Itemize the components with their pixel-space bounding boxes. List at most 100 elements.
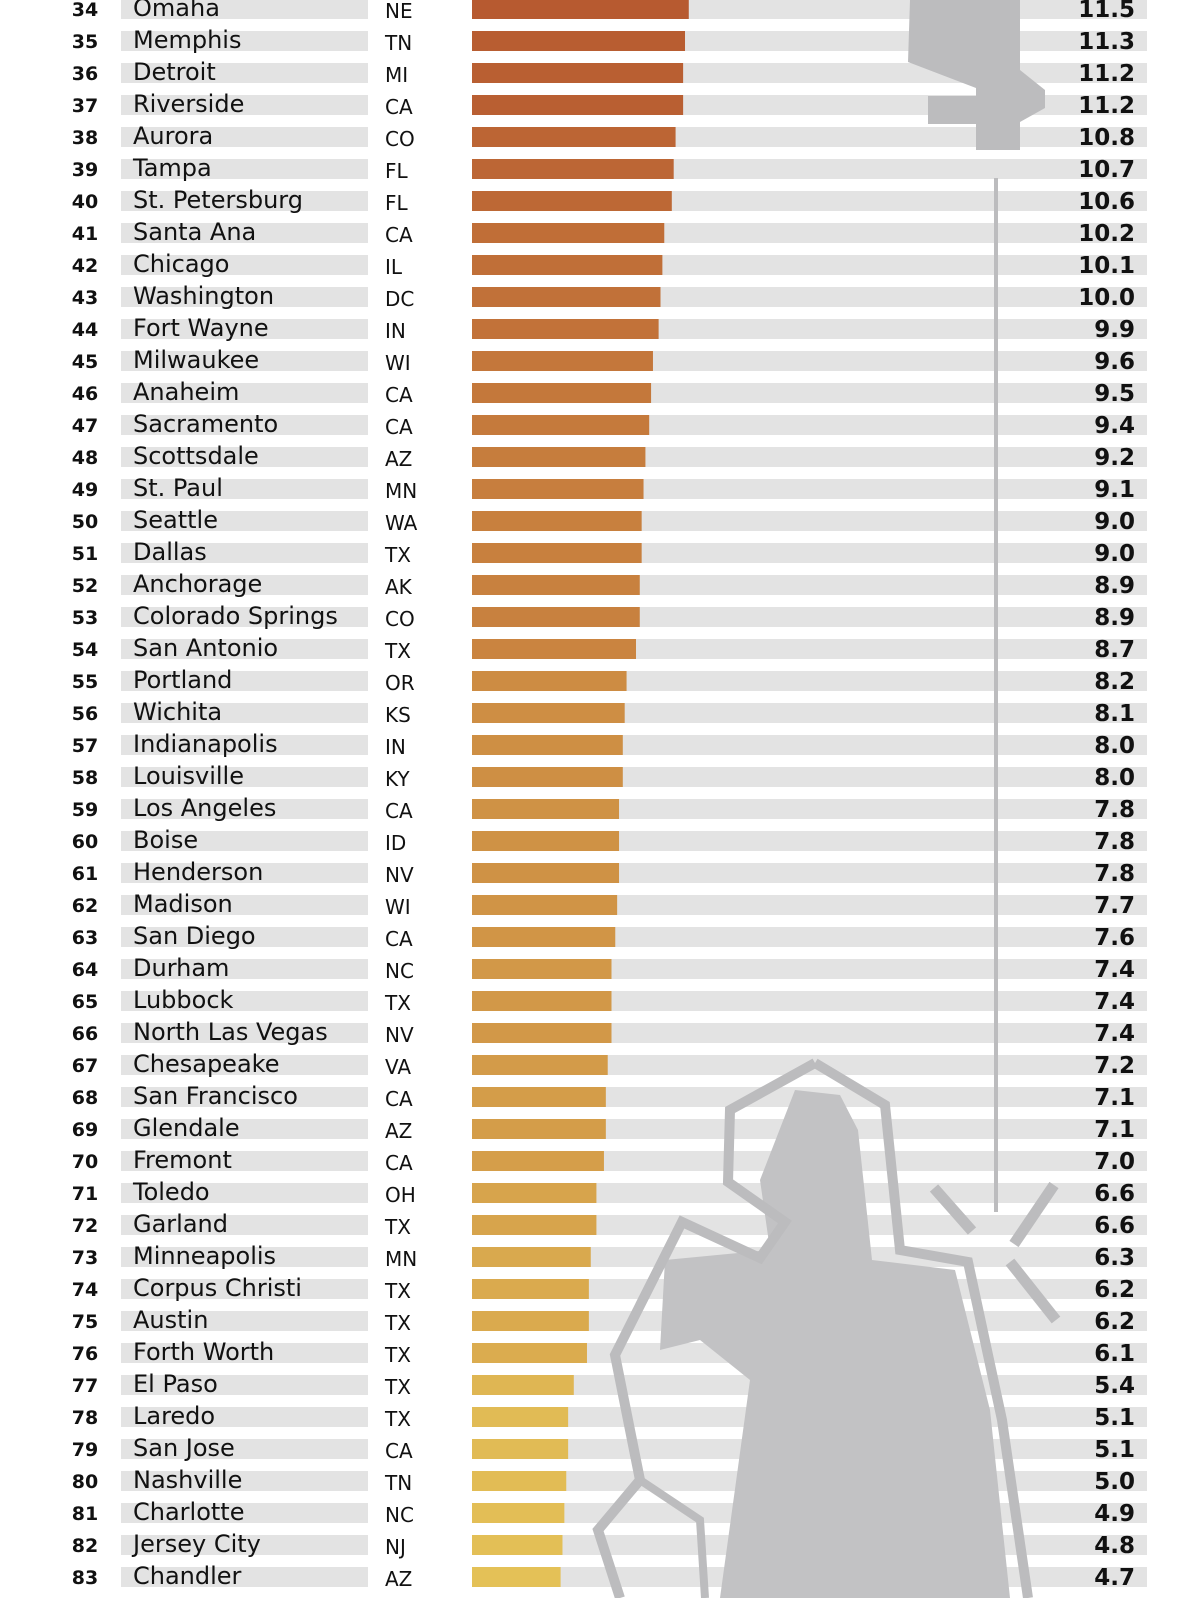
value-band: [1020, 31, 1147, 51]
state-label: NV: [385, 863, 414, 887]
value-band: [1020, 95, 1147, 115]
value-band: [1020, 223, 1147, 243]
city-label: Aurora: [133, 122, 213, 150]
rank-label: 64: [72, 959, 98, 981]
rank-label: 70: [72, 1151, 98, 1173]
person-outline: [812, 1058, 1033, 1598]
value-label: 10.2: [1078, 221, 1135, 247]
value-label: 8.7: [1094, 637, 1135, 663]
state-label: VA: [385, 1055, 411, 1079]
value-label: 11.3: [1078, 29, 1135, 55]
city-label: North Las Vegas: [133, 1018, 328, 1046]
city-label: San Jose: [133, 1434, 235, 1462]
value-label: 9.0: [1094, 509, 1135, 535]
city-band: [121, 639, 368, 659]
rank-label: 57: [72, 735, 98, 757]
bar: [472, 991, 612, 1011]
city-band: [121, 415, 368, 435]
value-band: [1020, 959, 1147, 979]
bar: [472, 415, 650, 435]
bar: [472, 479, 644, 499]
bar: [472, 95, 684, 115]
bar: [472, 927, 616, 947]
value-label: 9.2: [1094, 445, 1135, 471]
bar: [472, 383, 652, 403]
bar: [472, 0, 689, 19]
state-label: MN: [385, 479, 417, 503]
city-label: Chesapeake: [133, 1050, 279, 1078]
bar: [472, 1087, 606, 1107]
state-label: CA: [385, 383, 413, 407]
bar: [472, 1407, 569, 1427]
illustration-burst: [929, 1181, 1061, 1324]
value-label: 4.8: [1094, 1533, 1135, 1559]
state-label: NC: [385, 959, 414, 983]
city-label: Riverside: [133, 90, 244, 118]
rank-label: 35: [72, 31, 98, 53]
city-band: [121, 1311, 368, 1331]
value-label: 6.3: [1094, 1245, 1135, 1271]
rank-label: 49: [72, 479, 98, 501]
city-label: Nashville: [133, 1466, 242, 1494]
value-band: [1020, 991, 1147, 1011]
value-band: [1020, 479, 1147, 499]
bar: [472, 1247, 591, 1267]
city-label: Santa Ana: [133, 218, 256, 246]
value-label: 10.1: [1078, 253, 1135, 279]
value-band: [1020, 1407, 1147, 1427]
city-label: Austin: [133, 1306, 208, 1334]
value-label: 11.5: [1078, 0, 1135, 23]
rank-label: 75: [72, 1311, 98, 1333]
rank-label: 82: [72, 1535, 98, 1557]
rank-label: 38: [72, 127, 98, 149]
city-band: [121, 895, 368, 915]
bar: [472, 319, 659, 339]
state-label: NE: [385, 0, 413, 23]
bar: [472, 255, 663, 275]
city-band: [121, 159, 368, 179]
rank-label: 36: [72, 63, 98, 85]
value-label: 9.4: [1094, 413, 1135, 439]
value-label: 7.1: [1094, 1117, 1135, 1143]
rank-label: 62: [72, 895, 98, 917]
bar: [472, 191, 672, 211]
rank-label: 72: [72, 1215, 98, 1237]
rank-label: 77: [72, 1375, 98, 1397]
state-label: IL: [385, 255, 403, 279]
state-label: CA: [385, 415, 413, 439]
city-band: [121, 991, 368, 1011]
rank-label: 53: [72, 607, 98, 629]
city-band: [121, 223, 368, 243]
rank-label: 46: [72, 383, 98, 405]
value-label: 7.8: [1094, 797, 1135, 823]
value-band: [1020, 415, 1147, 435]
city-label: Chicago: [133, 250, 229, 278]
rank-label: 76: [72, 1343, 98, 1365]
rank-label: 66: [72, 1023, 98, 1045]
city-band: [121, 1439, 368, 1459]
city-band: [121, 255, 368, 275]
bar: [472, 575, 640, 595]
state-label: CO: [385, 127, 415, 151]
value-band: [1020, 543, 1147, 563]
city-label: Boise: [133, 826, 198, 854]
value-label: 8.0: [1094, 733, 1135, 759]
rank-label: 78: [72, 1407, 98, 1429]
bar: [472, 1119, 606, 1139]
state-label: TX: [384, 1279, 411, 1303]
person-silhouette: [660, 1090, 1010, 1598]
state-label: IN: [385, 319, 406, 343]
state-label: NJ: [385, 1535, 406, 1559]
city-label: Madison: [133, 890, 233, 918]
city-label: Portland: [133, 666, 232, 694]
value-label: 7.1: [1094, 1085, 1135, 1111]
value-label: 9.9: [1094, 317, 1135, 343]
state-label: TX: [384, 1375, 411, 1399]
bar: [472, 1567, 561, 1587]
bar: [472, 31, 686, 51]
value-band: [1020, 575, 1147, 595]
state-label: TX: [384, 543, 411, 567]
value-label: 10.7: [1078, 157, 1135, 183]
rank-label: 52: [72, 575, 98, 597]
